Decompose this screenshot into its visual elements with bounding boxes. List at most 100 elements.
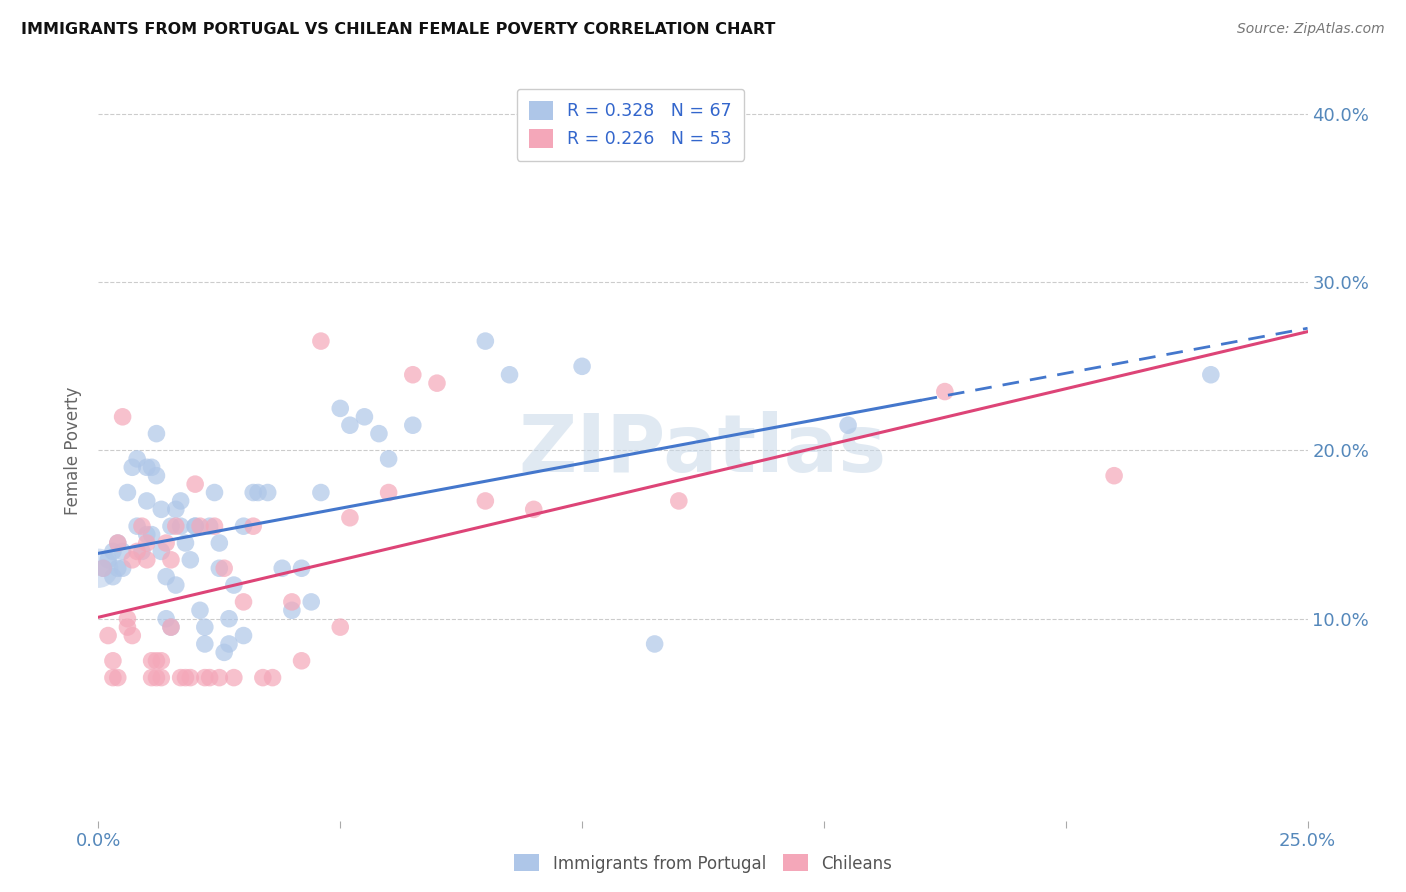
Point: [91, 561, 114, 575]
Point: [218, 612, 240, 626]
Point: [145, 468, 167, 483]
Point: [329, 401, 352, 416]
Point: [377, 451, 399, 466]
Point: [107, 536, 129, 550]
Point: [121, 628, 143, 642]
Point: [194, 671, 217, 685]
Point: [101, 544, 124, 558]
Point: [131, 519, 153, 533]
Point: [184, 519, 207, 533]
Point: [135, 460, 157, 475]
Point: [127, 519, 149, 533]
Point: [377, 485, 399, 500]
Point: [174, 671, 197, 685]
Point: [290, 654, 312, 668]
Point: [160, 553, 183, 567]
Point: [271, 561, 294, 575]
Point: [402, 368, 425, 382]
Point: [155, 612, 177, 626]
Point: [402, 418, 425, 433]
Point: [339, 418, 361, 433]
Point: [169, 494, 191, 508]
Point: [188, 519, 211, 533]
Point: [135, 527, 157, 541]
Point: [107, 561, 129, 575]
Point: [339, 510, 361, 524]
Point: [1199, 368, 1222, 382]
Point: [198, 671, 221, 685]
Point: [169, 671, 191, 685]
Point: [474, 334, 496, 348]
Point: [242, 519, 264, 533]
Text: IMMIGRANTS FROM PORTUGAL VS CHILEAN FEMALE POVERTY CORRELATION CHART: IMMIGRANTS FROM PORTUGAL VS CHILEAN FEMA…: [21, 22, 776, 37]
Point: [165, 578, 187, 592]
Point: [141, 460, 163, 475]
Point: [353, 409, 375, 424]
Point: [160, 620, 183, 634]
Point: [571, 359, 593, 374]
Point: [174, 536, 197, 550]
Point: [97, 553, 120, 567]
Point: [212, 645, 235, 659]
Point: [107, 536, 129, 550]
Point: [135, 494, 157, 508]
Point: [222, 578, 245, 592]
Legend: Immigrants from Portugal, Chileans: Immigrants from Portugal, Chileans: [508, 847, 898, 880]
Point: [194, 637, 217, 651]
Point: [644, 637, 666, 651]
Point: [256, 485, 278, 500]
Point: [222, 671, 245, 685]
Point: [198, 519, 221, 533]
Point: [247, 485, 270, 500]
Point: [150, 671, 173, 685]
Point: [101, 569, 124, 583]
Point: [184, 477, 207, 491]
Point: [204, 519, 226, 533]
Point: [426, 376, 449, 391]
Point: [155, 536, 177, 550]
Point: [169, 519, 191, 533]
Point: [208, 536, 231, 550]
Point: [262, 671, 284, 685]
Point: [281, 595, 304, 609]
Point: [135, 553, 157, 567]
Point: [668, 494, 690, 508]
Point: [309, 334, 332, 348]
Point: [212, 561, 235, 575]
Point: [150, 544, 173, 558]
Point: [232, 595, 254, 609]
Point: [141, 654, 163, 668]
Y-axis label: Female Poverty: Female Poverty: [65, 386, 83, 515]
Legend: R = 0.328   N = 67, R = 0.226   N = 53: R = 0.328 N = 67, R = 0.226 N = 53: [517, 89, 744, 161]
Point: [117, 620, 139, 634]
Point: [117, 612, 139, 626]
Point: [150, 654, 173, 668]
Point: [934, 384, 956, 399]
Point: [127, 544, 149, 558]
Point: [184, 519, 207, 533]
Text: ZIPatlas: ZIPatlas: [519, 411, 887, 490]
Point: [204, 485, 226, 500]
Point: [135, 536, 157, 550]
Point: [141, 671, 163, 685]
Point: [329, 620, 352, 634]
Point: [111, 544, 134, 558]
Point: [145, 654, 167, 668]
Point: [117, 485, 139, 500]
Point: [101, 671, 124, 685]
Point: [368, 426, 391, 441]
Point: [165, 519, 187, 533]
Point: [111, 561, 134, 575]
Point: [145, 426, 167, 441]
Point: [97, 628, 120, 642]
Point: [252, 671, 274, 685]
Point: [91, 561, 114, 575]
Point: [523, 502, 546, 516]
Point: [208, 561, 231, 575]
Point: [165, 502, 187, 516]
Point: [837, 418, 859, 433]
Point: [1102, 468, 1125, 483]
Point: [111, 409, 134, 424]
Point: [498, 368, 520, 382]
Point: [127, 451, 149, 466]
